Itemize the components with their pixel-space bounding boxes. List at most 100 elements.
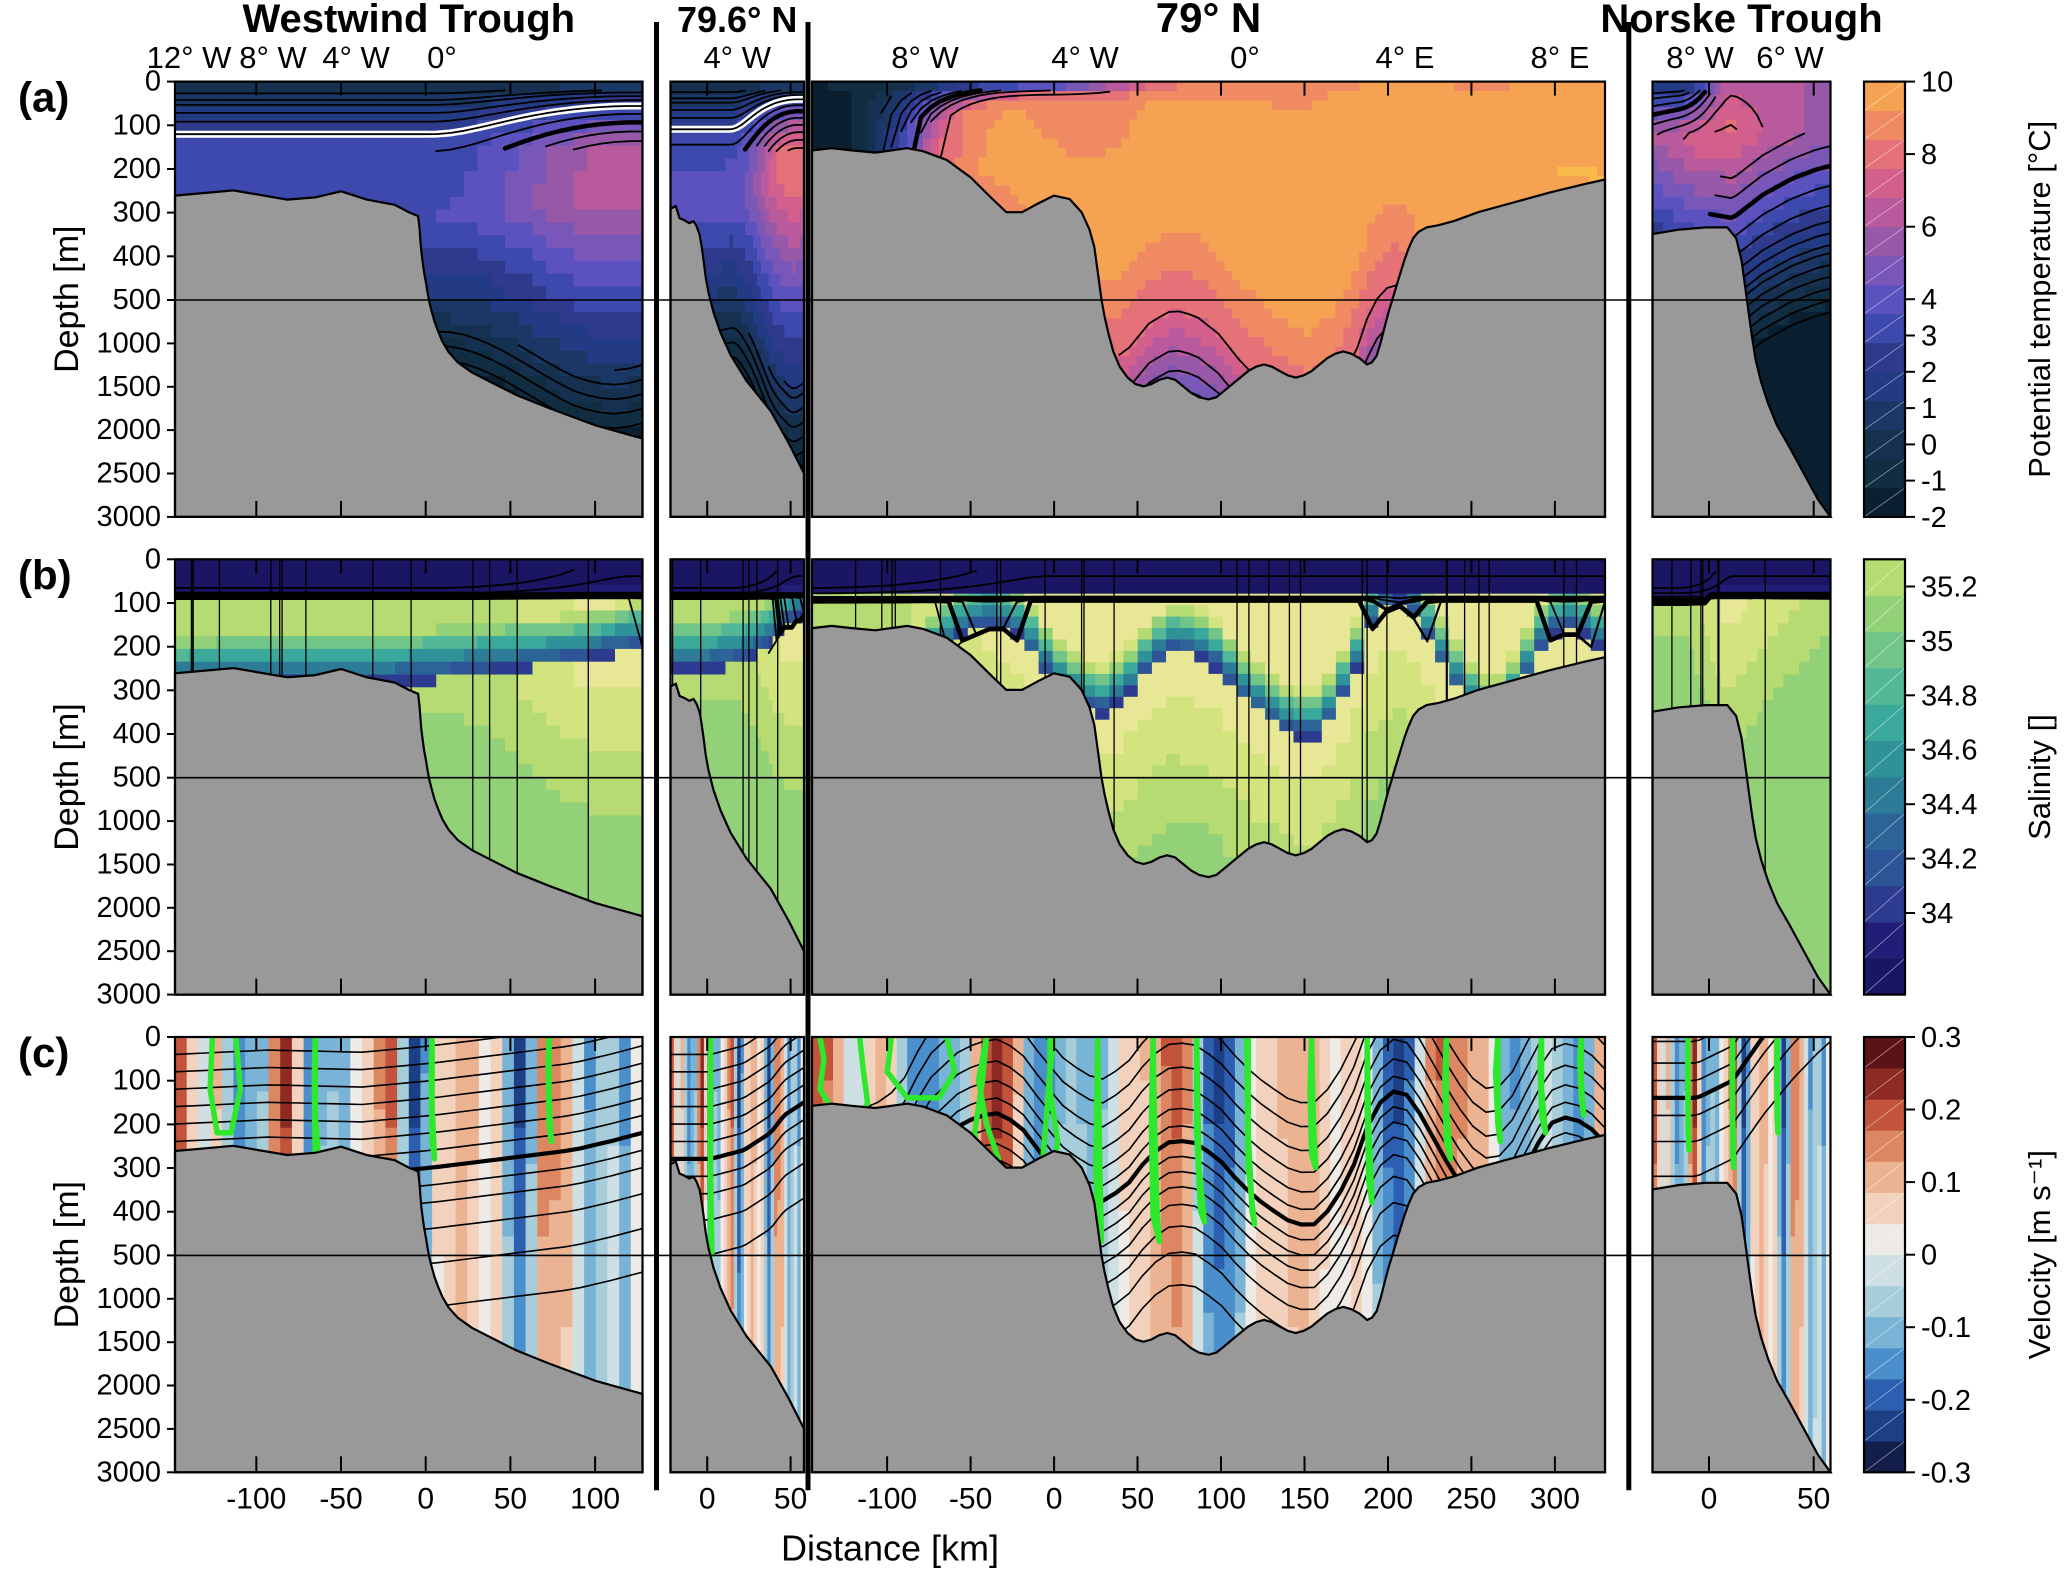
svg-text:200: 200 bbox=[113, 631, 161, 663]
svg-text:-100: -100 bbox=[226, 1482, 286, 1515]
svg-text:50: 50 bbox=[774, 1482, 807, 1515]
svg-text:2500: 2500 bbox=[96, 1413, 161, 1445]
svg-text:0°: 0° bbox=[427, 40, 457, 75]
svg-text:-2: -2 bbox=[1921, 502, 1947, 534]
svg-text:300: 300 bbox=[113, 674, 161, 706]
svg-text:0: 0 bbox=[1921, 429, 1937, 461]
svg-text:Potential temperature [°C]: Potential temperature [°C] bbox=[2022, 121, 2057, 478]
svg-text:1500: 1500 bbox=[96, 1326, 161, 1358]
svg-text:8° E: 8° E bbox=[1531, 40, 1590, 75]
svg-text:400: 400 bbox=[113, 240, 161, 272]
svg-text:0: 0 bbox=[145, 1021, 161, 1053]
svg-text:2500: 2500 bbox=[96, 935, 161, 967]
svg-text:1500: 1500 bbox=[96, 849, 161, 881]
svg-text:0°: 0° bbox=[1230, 40, 1260, 75]
svg-text:2000: 2000 bbox=[96, 1370, 161, 1402]
svg-text:3: 3 bbox=[1921, 321, 1937, 353]
svg-text:3000: 3000 bbox=[96, 1456, 161, 1488]
svg-text:2: 2 bbox=[1921, 357, 1937, 389]
svg-text:(c): (c) bbox=[18, 1029, 69, 1076]
svg-text:8° W: 8° W bbox=[891, 40, 959, 75]
svg-text:Depth [m]: Depth [m] bbox=[48, 703, 86, 850]
svg-text:50: 50 bbox=[1121, 1482, 1154, 1515]
svg-text:-50: -50 bbox=[949, 1482, 992, 1515]
svg-text:0: 0 bbox=[1046, 1482, 1063, 1515]
svg-text:12° W: 12° W bbox=[147, 40, 232, 75]
svg-text:4° E: 4° E bbox=[1376, 40, 1435, 75]
svg-text:4° W: 4° W bbox=[703, 40, 771, 75]
svg-text:0.2: 0.2 bbox=[1921, 1095, 1961, 1127]
svg-text:-0.1: -0.1 bbox=[1921, 1312, 1971, 1344]
svg-text:2500: 2500 bbox=[96, 458, 161, 490]
svg-text:79.6° N: 79.6° N bbox=[677, 0, 797, 40]
svg-text:0: 0 bbox=[417, 1482, 434, 1515]
svg-text:-100: -100 bbox=[857, 1482, 917, 1515]
svg-text:500: 500 bbox=[113, 284, 161, 316]
svg-text:(a): (a) bbox=[18, 74, 69, 121]
svg-text:2000: 2000 bbox=[96, 892, 161, 924]
svg-text:Depth [m]: Depth [m] bbox=[48, 226, 86, 373]
svg-text:1000: 1000 bbox=[96, 327, 161, 359]
svg-text:Depth [m]: Depth [m] bbox=[48, 1181, 86, 1328]
svg-text:-0.2: -0.2 bbox=[1921, 1385, 1971, 1417]
svg-text:200: 200 bbox=[113, 1108, 161, 1140]
svg-text:34.8: 34.8 bbox=[1921, 680, 1977, 712]
svg-text:-0.3: -0.3 bbox=[1921, 1457, 1971, 1489]
svg-text:4° W: 4° W bbox=[1051, 40, 1119, 75]
svg-text:34.6: 34.6 bbox=[1921, 735, 1977, 767]
svg-text:6° W: 6° W bbox=[1756, 40, 1824, 75]
svg-text:200: 200 bbox=[113, 153, 161, 185]
svg-text:1: 1 bbox=[1921, 393, 1937, 425]
svg-text:100: 100 bbox=[570, 1482, 620, 1515]
svg-text:34.4: 34.4 bbox=[1921, 789, 1977, 821]
svg-text:34: 34 bbox=[1921, 898, 1953, 930]
svg-text:200: 200 bbox=[1363, 1482, 1413, 1515]
svg-text:4: 4 bbox=[1921, 284, 1937, 316]
svg-text:(b): (b) bbox=[18, 551, 72, 598]
svg-text:35: 35 bbox=[1921, 626, 1953, 658]
svg-text:6: 6 bbox=[1921, 212, 1937, 244]
svg-text:3000: 3000 bbox=[96, 979, 161, 1011]
svg-text:150: 150 bbox=[1279, 1482, 1329, 1515]
svg-text:0.1: 0.1 bbox=[1921, 1167, 1961, 1199]
svg-text:50: 50 bbox=[1797, 1482, 1830, 1515]
svg-text:500: 500 bbox=[113, 1239, 161, 1271]
svg-text:100: 100 bbox=[1196, 1482, 1246, 1515]
svg-text:Velocity [m s⁻¹]: Velocity [m s⁻¹] bbox=[2022, 1150, 2057, 1359]
svg-text:0: 0 bbox=[1921, 1240, 1937, 1272]
svg-text:2000: 2000 bbox=[96, 414, 161, 446]
svg-text:500: 500 bbox=[113, 762, 161, 794]
svg-text:34.2: 34.2 bbox=[1921, 844, 1977, 876]
svg-text:100: 100 bbox=[113, 1065, 161, 1097]
svg-text:Westwind Trough: Westwind Trough bbox=[243, 0, 576, 41]
svg-text:8° W: 8° W bbox=[239, 40, 307, 75]
svg-text:0: 0 bbox=[145, 543, 161, 575]
svg-text:1000: 1000 bbox=[96, 805, 161, 837]
svg-text:100: 100 bbox=[113, 587, 161, 619]
svg-text:100: 100 bbox=[113, 109, 161, 141]
svg-text:8: 8 bbox=[1921, 139, 1937, 171]
svg-text:3000: 3000 bbox=[96, 501, 161, 533]
svg-text:10: 10 bbox=[1921, 67, 1953, 99]
svg-text:0: 0 bbox=[1701, 1482, 1718, 1515]
svg-text:50: 50 bbox=[494, 1482, 527, 1515]
svg-text:4° W: 4° W bbox=[322, 40, 390, 75]
svg-text:-50: -50 bbox=[319, 1482, 362, 1515]
svg-text:300: 300 bbox=[113, 1152, 161, 1184]
svg-text:300: 300 bbox=[1530, 1482, 1580, 1515]
svg-text:Norske Trough: Norske Trough bbox=[1600, 0, 1882, 41]
svg-text:1500: 1500 bbox=[96, 371, 161, 403]
svg-text:400: 400 bbox=[113, 1196, 161, 1228]
svg-text:0: 0 bbox=[699, 1482, 716, 1515]
svg-text:8° W: 8° W bbox=[1666, 40, 1734, 75]
svg-text:250: 250 bbox=[1446, 1482, 1496, 1515]
svg-text:300: 300 bbox=[113, 197, 161, 229]
svg-text:0.3: 0.3 bbox=[1921, 1022, 1961, 1054]
svg-text:Salinity []: Salinity [] bbox=[2022, 714, 2057, 840]
svg-text:400: 400 bbox=[113, 718, 161, 750]
svg-text:35.2: 35.2 bbox=[1921, 572, 1977, 604]
svg-text:Distance [km]: Distance [km] bbox=[781, 1527, 999, 1568]
svg-text:79° N: 79° N bbox=[1156, 0, 1262, 41]
svg-text:1000: 1000 bbox=[96, 1283, 161, 1315]
svg-text:-1: -1 bbox=[1921, 466, 1947, 498]
